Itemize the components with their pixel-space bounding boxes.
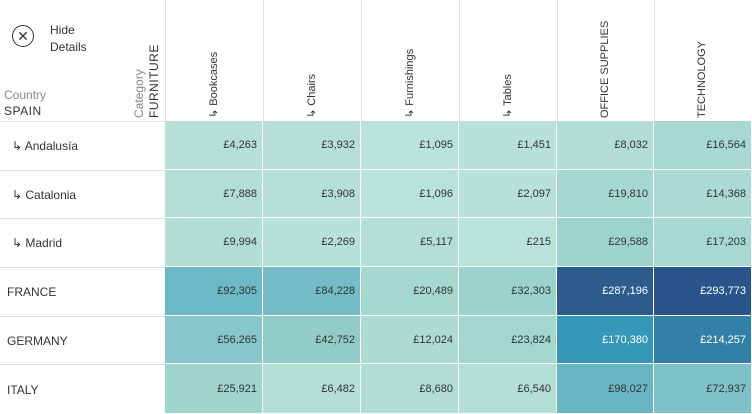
- row-header-4[interactable]: GERMANY: [0, 316, 165, 364]
- row-header-label: FRANCE: [7, 285, 57, 299]
- table-cell[interactable]: £287,196: [557, 267, 654, 316]
- table-cell[interactable]: £42,752: [263, 316, 361, 364]
- column-header-5[interactable]: TECHNOLOGY: [654, 0, 752, 121]
- row-header-2[interactable]: ↳ Madrid: [0, 218, 165, 267]
- table-cell[interactable]: £1,096: [361, 170, 459, 218]
- table-cell[interactable]: £2,269: [263, 218, 361, 267]
- table-cell[interactable]: £3,908: [263, 170, 361, 218]
- table-cell[interactable]: £25,921: [165, 364, 263, 414]
- table-cell[interactable]: £32,303: [459, 267, 557, 316]
- row-header-label: ITALY: [7, 382, 39, 397]
- table-cell[interactable]: £72,937: [654, 364, 752, 414]
- row-header-label: GERMANY: [7, 333, 68, 348]
- column-header-title: Category: [132, 69, 146, 118]
- hide-details-button[interactable]: ✕ Hide Details: [12, 22, 152, 58]
- table-cell[interactable]: £12,024: [361, 316, 459, 364]
- table-cell[interactable]: £3,932: [263, 121, 361, 170]
- table-cell[interactable]: £56,265: [165, 316, 263, 364]
- table-cell[interactable]: £9,994: [165, 218, 263, 267]
- table-cell[interactable]: £1,095: [361, 121, 459, 170]
- column-header-1[interactable]: ↳ Chairs: [263, 0, 362, 121]
- table-cell[interactable]: £84,228: [263, 267, 361, 316]
- row-header-3[interactable]: FRANCE: [0, 267, 165, 316]
- column-header-2[interactable]: ↳ Furnishings: [361, 0, 460, 121]
- column-header-4[interactable]: OFFICE SUPPLIES: [557, 0, 655, 121]
- table-cell[interactable]: £16,564: [654, 121, 752, 170]
- table-cell[interactable]: £5,117: [361, 218, 459, 267]
- row-header-0[interactable]: ↳ Andalusía: [0, 121, 165, 170]
- row-header-1[interactable]: ↳ Catalonia: [0, 170, 165, 218]
- table-cell[interactable]: £23,824: [459, 316, 557, 364]
- row-header-title: Country: [4, 88, 47, 102]
- column-header-3[interactable]: ↳ Tables: [459, 0, 558, 121]
- column-header-label: ↳ Bookcases: [208, 51, 220, 118]
- table-cell[interactable]: £8,680: [361, 364, 459, 414]
- table-cell[interactable]: £4,263: [165, 121, 263, 170]
- row-header-label: ↳ Andalusía: [12, 139, 79, 153]
- table-cell[interactable]: £293,773: [654, 267, 752, 316]
- table-cell[interactable]: £8,032: [557, 121, 654, 170]
- table-cell[interactable]: £19,810: [557, 170, 654, 218]
- table-cell[interactable]: £6,540: [459, 364, 557, 414]
- table-cell[interactable]: £98,027: [557, 364, 654, 414]
- table-cell[interactable]: £6,482: [263, 364, 361, 414]
- row-header-label: ↳ Madrid: [12, 236, 63, 250]
- table-cell[interactable]: £170,380: [557, 316, 654, 364]
- row-header-5[interactable]: ITALY: [0, 364, 165, 414]
- row-header-label: ↳ Catalonia: [12, 187, 77, 202]
- table-cell[interactable]: £29,588: [557, 218, 654, 267]
- column-header-0[interactable]: ↳ Bookcases: [165, 0, 264, 121]
- close-icon: ✕: [12, 25, 34, 47]
- column-header-label: ↳ Furnishings: [404, 48, 416, 118]
- table-cell[interactable]: £2,097: [459, 170, 557, 218]
- table-cell[interactable]: £7,888: [165, 170, 263, 218]
- column-header-label: TECHNOLOGY: [696, 40, 708, 118]
- table-cell[interactable]: £14,368: [654, 170, 752, 218]
- column-header-value: FURNITURE: [147, 44, 161, 118]
- column-header-label: OFFICE SUPPLIES: [599, 20, 611, 118]
- column-header-label: ↳ Chairs: [306, 73, 318, 118]
- column-header-label: ↳ Tables: [502, 74, 514, 118]
- table-cell[interactable]: £20,489: [361, 267, 459, 316]
- row-header-value: SPAIN: [4, 104, 42, 118]
- table-cell[interactable]: £92,305: [165, 267, 263, 316]
- table-cell[interactable]: £1,451: [459, 121, 557, 170]
- table-cell[interactable]: £215: [459, 218, 557, 267]
- hide-details-label: Hide Details: [50, 23, 87, 54]
- table-cell[interactable]: £214,257: [654, 316, 752, 364]
- table-cell[interactable]: £17,203: [654, 218, 752, 267]
